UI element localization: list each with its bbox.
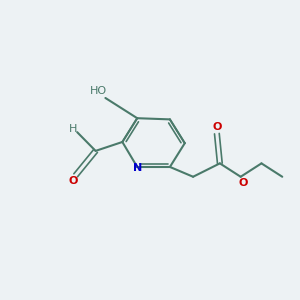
Text: O: O bbox=[212, 122, 222, 132]
Text: O: O bbox=[239, 178, 248, 188]
Text: N: N bbox=[133, 164, 142, 173]
Text: O: O bbox=[68, 176, 77, 186]
Text: H: H bbox=[68, 124, 77, 134]
Text: HO: HO bbox=[89, 85, 106, 96]
